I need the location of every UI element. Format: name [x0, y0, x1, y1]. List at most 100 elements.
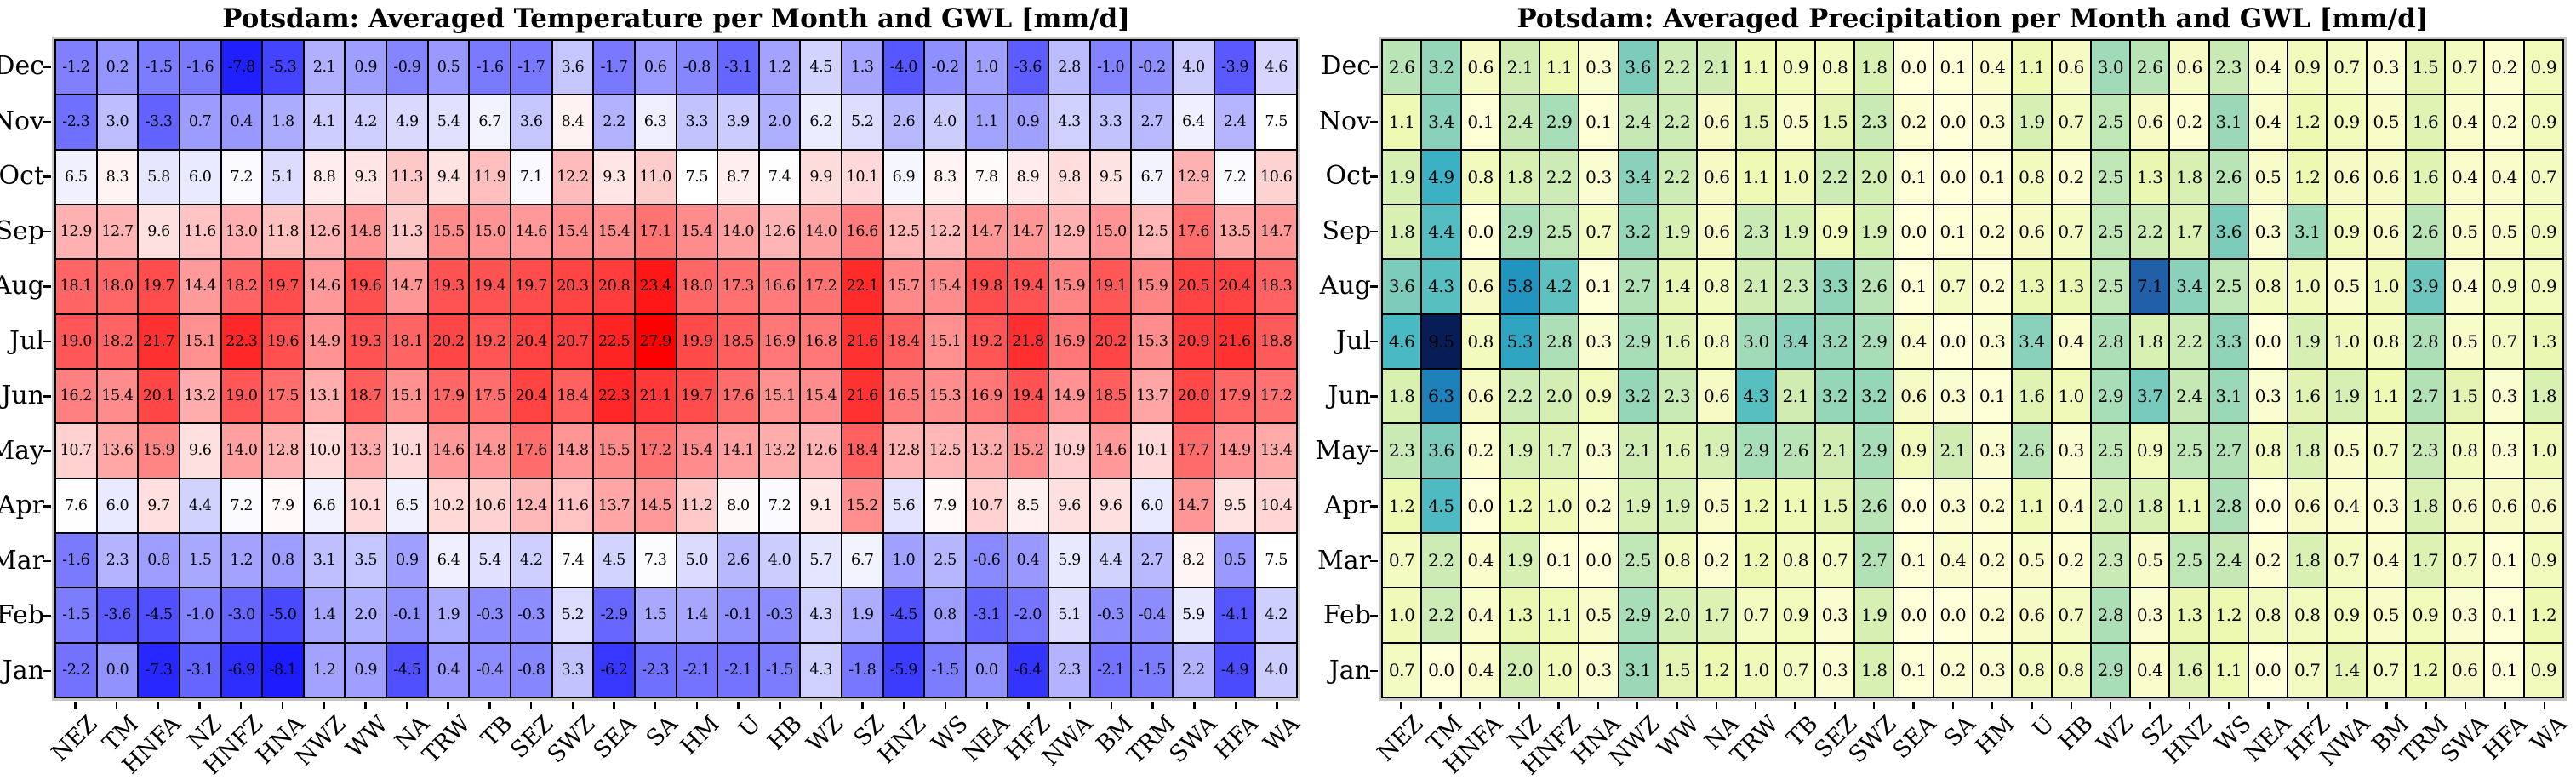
heatmap-cell: 19.1: [1089, 259, 1132, 314]
x-tick: [903, 702, 905, 709]
heatmap-cell: 4.3: [1736, 369, 1776, 424]
heatmap-cell: -2.9: [593, 588, 635, 643]
gwl-label: HM: [675, 710, 725, 760]
heatmap-cell: 0.0: [1421, 642, 1461, 697]
heatmap-cell: 0.0: [1933, 588, 1973, 643]
heatmap-cell: 0.5: [2327, 259, 2367, 314]
heatmap-cell: 1.8: [1854, 40, 1894, 95]
heatmap-cell: 7.4: [758, 149, 801, 204]
month-label: Feb: [0, 600, 44, 631]
heatmap-cell: 2.3: [1854, 95, 1894, 150]
heatmap-cell: 0.4: [1972, 40, 2013, 95]
heatmap-cell: -4.5: [138, 588, 180, 643]
heatmap-cell: 2.9: [1854, 313, 1894, 369]
heatmap-cell: 0.6: [2012, 204, 2052, 260]
gwl-label: WW: [1652, 710, 1705, 763]
heatmap-cell: 1.9: [1499, 533, 1540, 588]
heatmap-cell: 2.2: [1657, 149, 1698, 204]
heatmap-cell: 6.4: [1173, 95, 1214, 150]
heatmap-cell: 3.3: [551, 642, 594, 697]
x-tick: [1912, 702, 1915, 709]
heatmap-cell: 18.4: [551, 369, 594, 424]
heatmap-cell: 2.7: [1854, 533, 1894, 588]
heatmap-cell: 7.3: [634, 533, 677, 588]
heatmap-cell: 1.8: [2523, 369, 2563, 424]
heatmap-cell: 20.3: [551, 259, 594, 314]
heatmap-cell: 19.3: [345, 313, 387, 369]
y-tick: [43, 669, 51, 673]
temperature-heatmap-grid: -1.2 0.2 -1.5 -1.6 -7.8 -5.3 2.1 0.9 -0.9 0.5 -1.6…: [52, 37, 1300, 701]
heatmap-cell: 0.6: [1697, 149, 1737, 204]
heatmap-cell: 1.0: [1539, 642, 1579, 697]
heatmap-cell: 15.9: [1048, 259, 1090, 314]
heatmap-cell: 4.3: [800, 588, 842, 643]
heatmap-cell: 4.2: [1539, 259, 1579, 314]
heatmap-cell: 1.5: [1736, 95, 1776, 150]
heatmap-cell: -3.6: [96, 588, 139, 643]
heatmap-cell: -2.1: [676, 642, 718, 697]
heatmap-cell: 17.2: [634, 423, 677, 479]
heatmap-cell: 9.1: [800, 478, 842, 533]
heatmap-cell: 17.9: [1214, 369, 1256, 424]
x-tick: [198, 702, 201, 709]
heatmap-cell: 15.1: [758, 369, 801, 424]
heatmap-cell: 2.9: [1618, 313, 1658, 369]
heatmap-cell: 0.0: [1933, 313, 1973, 369]
heatmap-cell: 3.0: [2090, 40, 2131, 95]
y-tick: [43, 285, 51, 288]
heatmap-cell: 5.8: [138, 149, 180, 204]
heatmap-cell: 0.2: [1972, 588, 2013, 643]
figure-canvas: Potsdam: Averaged Temperature per Month …: [0, 3, 2572, 780]
heatmap-cell: 14.9: [1214, 423, 1256, 479]
y-tick: [43, 66, 51, 68]
heatmap-cell: 5.1: [262, 149, 304, 204]
x-tick: [779, 702, 781, 709]
heatmap-cell: 0.6: [2130, 95, 2170, 150]
heatmap-cell: 0.4: [1460, 642, 1500, 697]
heatmap-cell: 20.1: [138, 369, 180, 424]
heatmap-cell: -3.9: [1214, 40, 1256, 95]
x-tick: [737, 702, 740, 709]
heatmap-cell: 15.3: [924, 369, 966, 424]
heatmap-cell: 15.4: [676, 204, 718, 260]
heatmap-cell: -4.1: [1214, 588, 1256, 643]
heatmap-cell: 3.3: [2208, 313, 2248, 369]
heatmap-cell: 0.7: [1775, 642, 1815, 697]
heatmap-cell: 15.5: [593, 423, 635, 479]
heatmap-cell: 4.4: [179, 478, 221, 533]
heatmap-cell: 15.4: [800, 369, 842, 424]
heatmap-cell: 15.5: [427, 204, 470, 260]
heatmap-cell: 15.7: [882, 259, 925, 314]
heatmap-cell: 2.2: [593, 95, 635, 150]
heatmap-cell: 1.3: [1499, 588, 1540, 643]
heatmap-cell: -1.6: [179, 40, 221, 95]
y-tick: [1370, 450, 1378, 453]
heatmap-cell: 2.1: [1814, 423, 1855, 479]
heatmap-cell: 14.0: [717, 204, 759, 260]
month-label: Oct: [0, 161, 44, 192]
heatmap-cell: 17.7: [1173, 423, 1214, 479]
heatmap-cell: 1.5: [179, 533, 221, 588]
heatmap-cell: -3.1: [717, 40, 759, 95]
heatmap-cell: 0.7: [179, 95, 221, 150]
heatmap-cell: 12.2: [924, 204, 966, 260]
heatmap-cell: -6.4: [1007, 642, 1049, 697]
heatmap-cell: 8.0: [717, 478, 759, 533]
heatmap-cell: 0.6: [1460, 369, 1500, 424]
x-tick: [1636, 702, 1639, 709]
month-label: Jan: [1328, 655, 1371, 685]
heatmap-cell: -0.8: [676, 40, 718, 95]
heatmap-cell: 1.7: [2405, 533, 2446, 588]
heatmap-cell: 16.5: [882, 369, 925, 424]
heatmap-cell: 0.6: [2366, 204, 2406, 260]
gwl-label: TRW: [417, 710, 477, 769]
heatmap-cell: 19.0: [55, 313, 97, 369]
heatmap-cell: 6.0: [96, 478, 139, 533]
heatmap-cell: 0.6: [2445, 642, 2485, 697]
heatmap-cell: 7.6: [55, 478, 97, 533]
heatmap-cell: 0.0: [2248, 478, 2288, 533]
heatmap-cell: 0.9: [1893, 423, 1933, 479]
heatmap-cell: 1.4: [676, 588, 718, 643]
heatmap-cell: 8.8: [303, 149, 346, 204]
heatmap-cell: 0.8: [1460, 313, 1500, 369]
